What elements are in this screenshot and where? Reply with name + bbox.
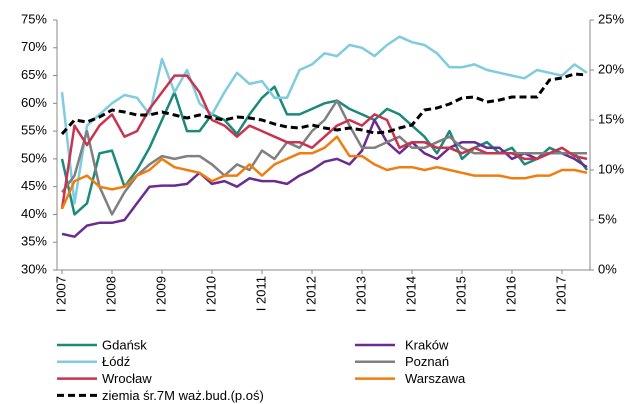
y-tick-label: 35%	[21, 234, 47, 249]
y-tick-label: 30%	[21, 261, 47, 276]
x-tick-label: I 2017	[553, 276, 568, 312]
y-tick-label: 70%	[21, 39, 47, 54]
y2-tick-label: 25%	[598, 11, 624, 26]
x-tick-label: I 2012	[303, 276, 318, 312]
y2-tick-label: 20%	[598, 61, 624, 76]
y-tick-label: 40%	[21, 206, 47, 221]
y-tick-label: 75%	[21, 11, 47, 26]
series-line	[61, 118, 588, 238]
legend-label: Wrocław	[102, 371, 152, 386]
x-tick-label: I 2016	[503, 276, 518, 312]
y-tick-label: 60%	[21, 95, 47, 110]
y-tick-label: 55%	[21, 123, 47, 138]
y2-tick-label: 0%	[598, 261, 617, 276]
legend-label: Gdańsk	[102, 337, 147, 352]
x-tick-label: I 2013	[353, 276, 368, 312]
y-tick-label: 50%	[21, 150, 47, 165]
y2-tick-label: 10%	[598, 161, 624, 176]
legend-label: Łódź	[102, 354, 130, 369]
series-line	[60, 85, 589, 216]
legend-label: Kraków	[405, 337, 449, 352]
x-tick-label: I 2010	[203, 276, 218, 312]
y-tick-label: 45%	[21, 178, 47, 193]
legend-label: Warszawa	[405, 371, 466, 386]
x-tick-label: I 2011	[253, 276, 268, 311]
series-line	[60, 135, 588, 210]
legend-label: ziemia śr.7M waż.bud.(p.oś)	[102, 388, 264, 403]
legend-label: Poznań	[405, 354, 449, 369]
x-tick-label: I 2014	[403, 276, 418, 312]
x-tick-label: I 2008	[103, 276, 118, 312]
y-tick-label: 65%	[21, 67, 47, 82]
y2-tick-label: 15%	[598, 111, 624, 126]
x-tick-label: I 2007	[53, 276, 68, 312]
x-tick-label: I 2015	[453, 276, 468, 312]
series-line	[60, 72, 588, 135]
series-line	[60, 35, 588, 205]
x-tick-label: I 2009	[153, 276, 168, 312]
series-line	[60, 74, 588, 210]
y2-tick-label: 5%	[598, 211, 617, 226]
